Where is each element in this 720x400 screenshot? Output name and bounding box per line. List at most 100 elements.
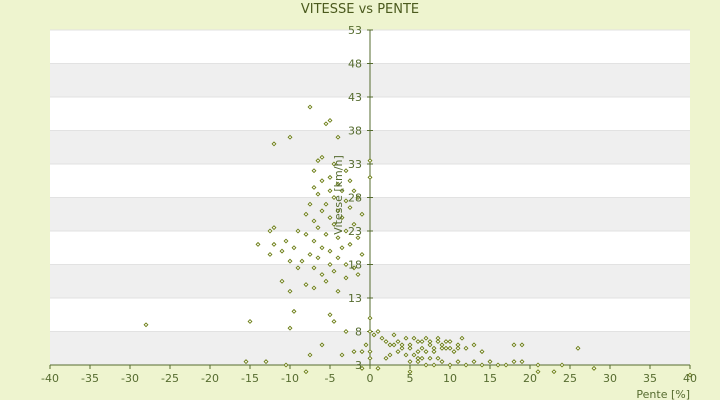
data-point [479, 362, 485, 368]
x-tick-label: -30 [121, 372, 139, 385]
data-point [327, 312, 333, 318]
data-point [687, 372, 693, 378]
data-point [243, 359, 249, 365]
data-point [355, 272, 361, 278]
data-point [419, 345, 425, 351]
data-point [279, 248, 285, 254]
data-point [323, 278, 329, 284]
chart-title: VITESSE vs PENTE [300, 2, 420, 17]
data-point [459, 335, 465, 341]
y-tick-label: 43 [348, 91, 362, 104]
data-point [375, 329, 381, 334]
data-point [387, 342, 393, 348]
y-tick-label: 8 [355, 326, 362, 339]
data-point [303, 282, 309, 288]
data-point [311, 184, 317, 190]
data-point [399, 345, 405, 351]
data-point [319, 272, 325, 278]
data-point [323, 201, 329, 207]
data-point [267, 228, 273, 234]
x-tick-label: -20 [201, 372, 219, 385]
data-point [575, 345, 581, 351]
data-point [471, 342, 477, 348]
data-point [339, 188, 345, 194]
data-point [343, 168, 349, 174]
data-point [455, 342, 461, 348]
data-point [371, 332, 377, 338]
data-point [435, 355, 441, 361]
data-point [471, 359, 477, 365]
data-point [431, 349, 437, 355]
data-point [343, 198, 349, 204]
data-point [287, 288, 293, 294]
y-tick-label: 33 [348, 158, 362, 171]
data-point [283, 238, 289, 244]
data-point [367, 329, 373, 334]
data-point [359, 365, 365, 371]
data-point [323, 231, 329, 237]
x-tick-label: 20 [523, 372, 537, 385]
data-point [355, 195, 361, 200]
data-point [443, 339, 449, 345]
data-point [355, 235, 361, 241]
data-point [343, 262, 349, 267]
x-tick-label: 0 [367, 372, 374, 385]
data-point [307, 104, 313, 110]
data-point [447, 362, 453, 368]
data-point [403, 352, 409, 358]
x-tick-label: -10 [281, 372, 299, 385]
x-tick-label: 35 [643, 372, 657, 385]
data-point [311, 168, 317, 174]
data-point [327, 174, 333, 180]
data-point [303, 369, 309, 375]
axes [49, 29, 691, 369]
data-point [303, 231, 309, 237]
data-point [367, 315, 373, 321]
y-tick-label: 48 [348, 58, 362, 71]
data-point [319, 208, 325, 214]
data-point [327, 215, 333, 221]
data-point [395, 339, 401, 345]
data-point [415, 349, 421, 355]
data-point [311, 218, 317, 224]
data-point [319, 342, 325, 348]
data-point [331, 161, 337, 167]
data-point [319, 178, 325, 184]
data-point [423, 362, 429, 368]
data-point [247, 318, 253, 324]
data-points [143, 104, 693, 378]
data-point [395, 349, 401, 355]
data-point [403, 335, 409, 341]
data-point [367, 355, 373, 361]
data-point [535, 362, 541, 368]
data-point [423, 349, 429, 355]
data-point [291, 245, 297, 251]
data-point [307, 251, 313, 257]
data-point [271, 225, 277, 231]
data-point [331, 318, 337, 324]
data-point [303, 211, 309, 217]
data-point [307, 201, 313, 207]
data-point [351, 265, 357, 271]
data-point [463, 362, 469, 368]
data-point [427, 342, 433, 348]
data-point [439, 359, 445, 365]
data-point [315, 191, 321, 197]
data-point [367, 349, 373, 355]
data-point [307, 352, 313, 358]
data-point [407, 345, 413, 351]
y-tick-label: 13 [348, 292, 362, 305]
data-point [343, 228, 349, 234]
data-point [339, 352, 345, 358]
x-tick-label: -15 [241, 372, 259, 385]
data-point [407, 342, 413, 348]
data-point [315, 158, 321, 164]
data-point [503, 362, 509, 368]
data-point [411, 335, 417, 341]
data-point [327, 188, 333, 194]
data-point [419, 339, 425, 345]
y-axis-label: Vitesse [km/h] [332, 155, 345, 235]
data-point [439, 345, 445, 351]
